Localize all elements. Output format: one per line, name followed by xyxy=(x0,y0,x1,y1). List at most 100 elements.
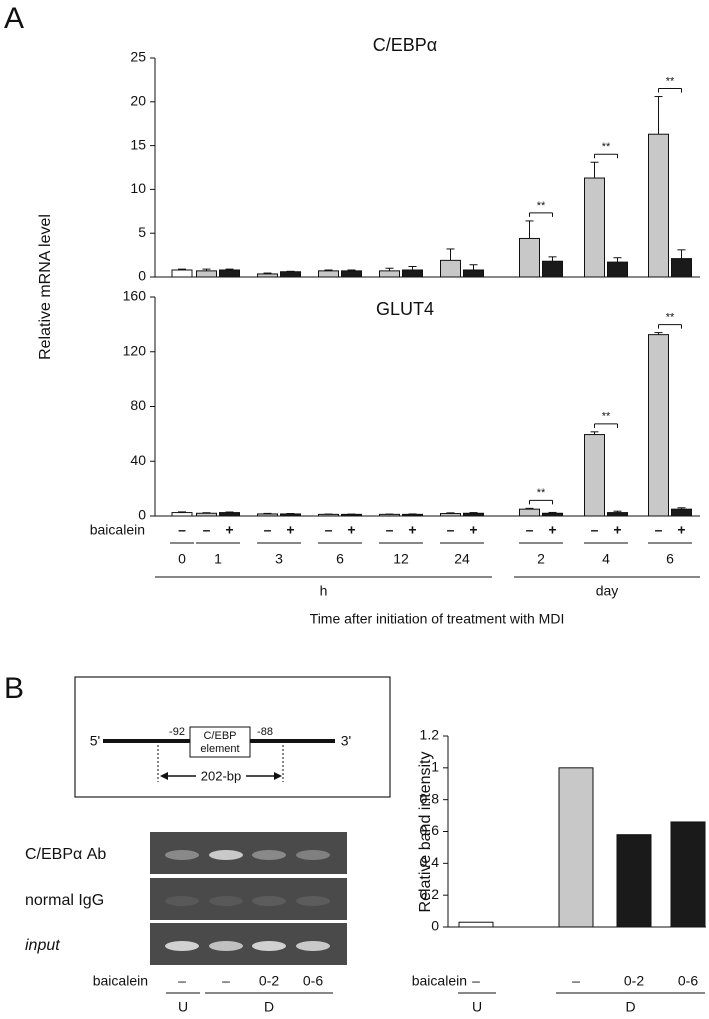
bar xyxy=(607,261,628,278)
lane-label: – xyxy=(178,973,186,989)
arrow-head xyxy=(274,772,282,780)
bar xyxy=(440,513,461,517)
treatment-label: baicalein xyxy=(93,973,148,989)
gel-band xyxy=(296,896,330,906)
bar xyxy=(440,259,461,278)
y-tick-label: 10 xyxy=(130,180,146,196)
treatment-label: baicalein xyxy=(90,522,145,538)
time-label: 6 xyxy=(666,551,674,567)
element-label: C/EBP xyxy=(203,730,236,742)
y-tick-label: 0 xyxy=(138,507,146,523)
x-tick-label: – xyxy=(572,973,580,989)
y-tick-label: 15 xyxy=(130,136,146,152)
bar xyxy=(280,271,301,278)
bar xyxy=(458,921,494,928)
bar xyxy=(171,512,193,517)
bar xyxy=(607,512,628,517)
x-tick-label: – xyxy=(591,522,599,538)
bar xyxy=(219,269,240,278)
y-tick-label: 120 xyxy=(123,342,147,358)
bar xyxy=(519,508,540,517)
significance: ** xyxy=(602,141,611,153)
x-tick-label: 0-2 xyxy=(624,973,644,989)
gel-band xyxy=(252,850,286,860)
element-box xyxy=(189,726,251,758)
bar xyxy=(648,334,669,517)
bar xyxy=(402,269,423,278)
arrow-head xyxy=(160,772,168,780)
bar xyxy=(341,513,362,517)
lane-label: 0-6 xyxy=(303,973,323,989)
bar xyxy=(671,258,692,278)
chart-title: C/EBPα xyxy=(373,35,437,55)
gel-lane-row xyxy=(150,832,347,874)
bar xyxy=(542,260,563,278)
x-tick-label: + xyxy=(347,522,355,538)
bar xyxy=(379,270,400,278)
x-tick-label: – xyxy=(472,973,480,989)
x-tick-label: – xyxy=(447,522,455,538)
y-tick-label: 1.2 xyxy=(420,727,440,743)
y-tick-label: 0 xyxy=(138,268,146,284)
bar xyxy=(171,269,193,278)
bar xyxy=(318,270,339,278)
gel-band xyxy=(165,896,199,906)
group-label: U xyxy=(472,999,482,1015)
chart-title: GLUT4 xyxy=(376,299,434,319)
y-tick-label: 0.6 xyxy=(420,822,440,838)
bar xyxy=(648,133,669,278)
gel-band xyxy=(296,941,330,951)
x-tick-label: 0-6 xyxy=(678,973,698,989)
bar xyxy=(616,834,652,928)
y-tick-label: 1 xyxy=(431,759,439,775)
bar xyxy=(463,512,484,517)
bar xyxy=(584,434,605,517)
y-axis-label: Relative mRNA level xyxy=(37,214,54,360)
gel-band xyxy=(296,850,330,860)
gel-band xyxy=(252,941,286,951)
gel-band xyxy=(165,850,199,860)
bar xyxy=(379,513,400,517)
group-label: D xyxy=(264,999,274,1015)
end-label: 5' xyxy=(90,733,100,749)
treatment-label: baicalein xyxy=(412,973,467,989)
significance: ** xyxy=(666,311,675,323)
unit-label: h xyxy=(320,583,328,599)
gel-row-label: normal IgG xyxy=(25,892,104,909)
y-axis-label: Relative band intensity xyxy=(417,752,434,913)
x-tick-label: + xyxy=(613,522,621,538)
x-tick-label: – xyxy=(526,522,534,538)
y-tick-label: 0.2 xyxy=(420,886,440,902)
bar xyxy=(542,512,563,517)
significance: ** xyxy=(666,75,675,87)
x-tick-label: – xyxy=(203,522,211,538)
x-tick-label: – xyxy=(178,522,186,538)
bar xyxy=(280,513,301,517)
y-tick-label: 0.8 xyxy=(420,790,440,806)
time-label: 3 xyxy=(275,551,283,567)
gel-band xyxy=(209,850,243,860)
time-label: 24 xyxy=(454,551,470,567)
x-tick-label: – xyxy=(264,522,272,538)
y-tick-label: 0 xyxy=(431,918,439,934)
position-label: -88 xyxy=(257,726,273,738)
bar xyxy=(196,270,217,278)
bar xyxy=(671,508,692,517)
x-tick-label: – xyxy=(386,522,394,538)
x-tick-label: + xyxy=(469,522,477,538)
significance: ** xyxy=(602,411,611,423)
bar xyxy=(196,512,217,517)
position-label: -92 xyxy=(169,726,185,738)
bar xyxy=(318,513,339,517)
element-label: element xyxy=(200,743,239,755)
bar xyxy=(402,513,423,517)
x-tick-label: + xyxy=(286,522,294,538)
bar xyxy=(584,177,605,278)
bar xyxy=(257,513,278,517)
x-tick-label: + xyxy=(548,522,556,538)
bar xyxy=(219,512,240,517)
y-tick-label: 20 xyxy=(130,93,146,109)
gel-band xyxy=(165,941,199,951)
x-tick-label: – xyxy=(655,522,663,538)
group-label: U xyxy=(178,999,188,1015)
